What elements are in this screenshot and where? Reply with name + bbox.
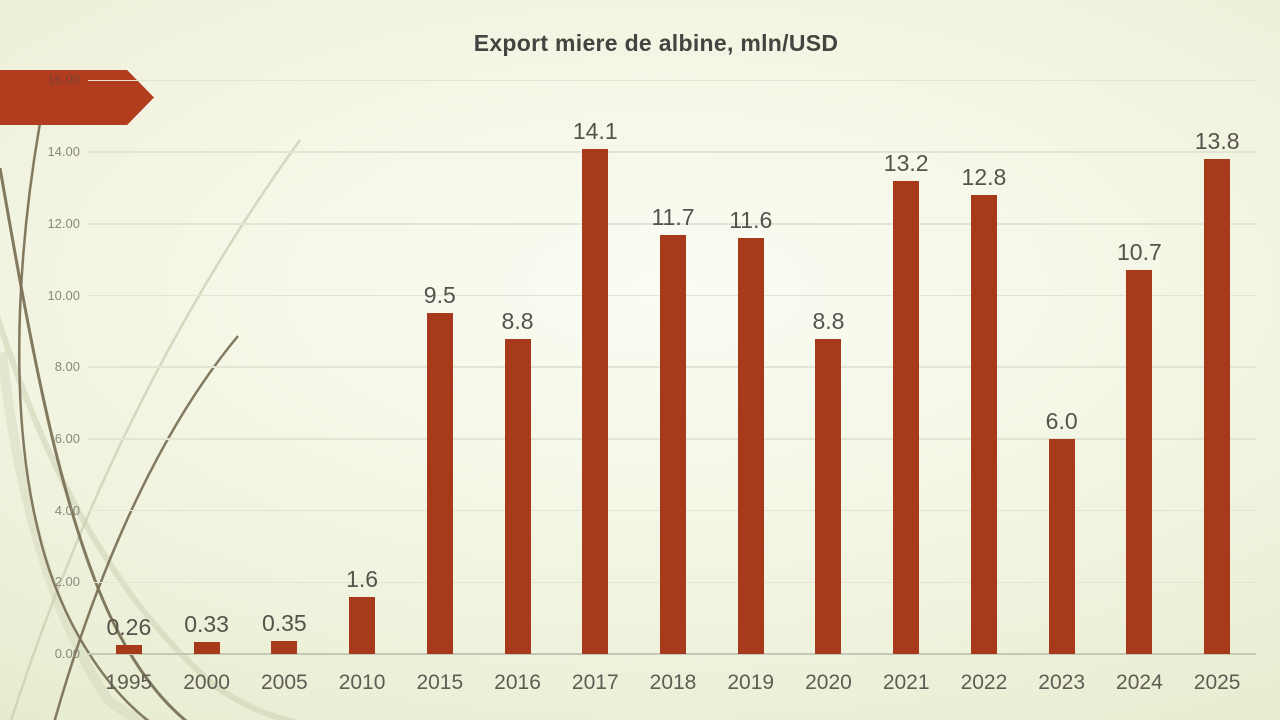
- wisp-curve-dark-2: [0, 167, 188, 720]
- y-axis-tick-label-2.00: 2.00: [54, 574, 80, 590]
- bar-2000: [193, 642, 220, 654]
- bar-value-label-2020: 8.8: [812, 307, 845, 334]
- bar-2025: [1204, 159, 1231, 654]
- bar-value-label-2010: 1.6: [346, 565, 379, 592]
- wisp-curve-pale-band-1: [0, 315, 299, 720]
- bar-value-label-2023: 6.0: [1045, 407, 1078, 434]
- bar-value-label-2000: 0.33: [184, 611, 229, 638]
- x-axis-label-2022: 2022: [960, 671, 1008, 694]
- bar-value-label-2019: 11.6: [729, 207, 773, 234]
- bar-2019: [737, 238, 764, 654]
- bar-1995: [115, 644, 142, 654]
- x-axis-label-2021: 2021: [882, 671, 930, 694]
- bar-value-label-2018: 11.7: [651, 203, 695, 230]
- wisp-curve-pale-thin: [9, 139, 302, 720]
- gridline-14.00: [88, 151, 1256, 153]
- x-axis-label-2019: 2019: [727, 671, 775, 694]
- bar-value-label-2016: 8.8: [501, 307, 534, 334]
- gridline-16.00: [88, 79, 1256, 82]
- bar-2017: [582, 148, 609, 654]
- bar-2016: [504, 338, 531, 654]
- bar-2005: [271, 641, 298, 654]
- bar-2023: [1048, 438, 1075, 654]
- banner-arrow-shape: [0, 70, 154, 125]
- bar-2021: [893, 180, 920, 654]
- bar-value-label-2025: 13.8: [1194, 128, 1240, 155]
- x-axis-label-2023: 2023: [1038, 671, 1086, 694]
- x-axis-label-2000: 2000: [183, 671, 230, 694]
- x-axis-label-2017: 2017: [571, 671, 619, 694]
- bar-2015: [426, 313, 453, 654]
- y-axis-tick-label-4.00: 4.00: [54, 502, 80, 518]
- x-axis-label-2020: 2020: [805, 671, 852, 694]
- y-axis-tick-label-16.00: 16.00: [47, 72, 80, 88]
- x-axis-label-2016: 2016: [494, 671, 541, 694]
- bar-value-label-2021: 13.2: [883, 149, 929, 176]
- x-axis-label-1995: 1995: [105, 671, 153, 694]
- wisp-curve-dark-1: [18, 85, 150, 720]
- gridline-12.00: [88, 223, 1256, 225]
- y-axis-tick-label-0.00: 0.00: [54, 646, 80, 661]
- x-axis-label-2015: 2015: [416, 671, 464, 694]
- x-axis-line: [88, 653, 1256, 655]
- y-axis-tick-label-14.00: 14.00: [47, 144, 80, 160]
- bar-value-label-2015: 9.5: [423, 282, 456, 309]
- bar-2022: [970, 195, 997, 654]
- x-axis-label-2010: 2010: [338, 671, 386, 694]
- bar-2024: [1126, 270, 1153, 654]
- bar-value-label-2017: 14.1: [572, 117, 618, 144]
- bar-value-label-2005: 0.35: [261, 610, 307, 637]
- chart-title: Export miere de albine, mln/USD: [473, 30, 839, 56]
- x-axis-label-2025: 2025: [1193, 671, 1241, 694]
- wisp-curve-pale-band-2: [0, 351, 154, 720]
- bar-2018: [660, 234, 686, 654]
- x-axis-label-2005: 2005: [260, 671, 308, 694]
- bar-value-label-2024: 10.7: [1117, 239, 1162, 266]
- bar-2010: [349, 596, 376, 654]
- y-axis-tick-label-10.00: 10.00: [47, 287, 80, 303]
- y-axis-tick-label-6.00: 6.00: [54, 430, 80, 446]
- x-axis-label-2018: 2018: [649, 671, 697, 694]
- y-axis-tick-label-8.00: 8.00: [54, 359, 80, 375]
- bar-value-label-2022: 12.8: [961, 164, 1007, 191]
- y-axis-tick-label-12.00: 12.00: [47, 215, 80, 231]
- bar-value-label-1995: 0.26: [106, 613, 152, 640]
- x-axis-label-2024: 2024: [1116, 671, 1163, 694]
- bar-2020: [815, 338, 842, 654]
